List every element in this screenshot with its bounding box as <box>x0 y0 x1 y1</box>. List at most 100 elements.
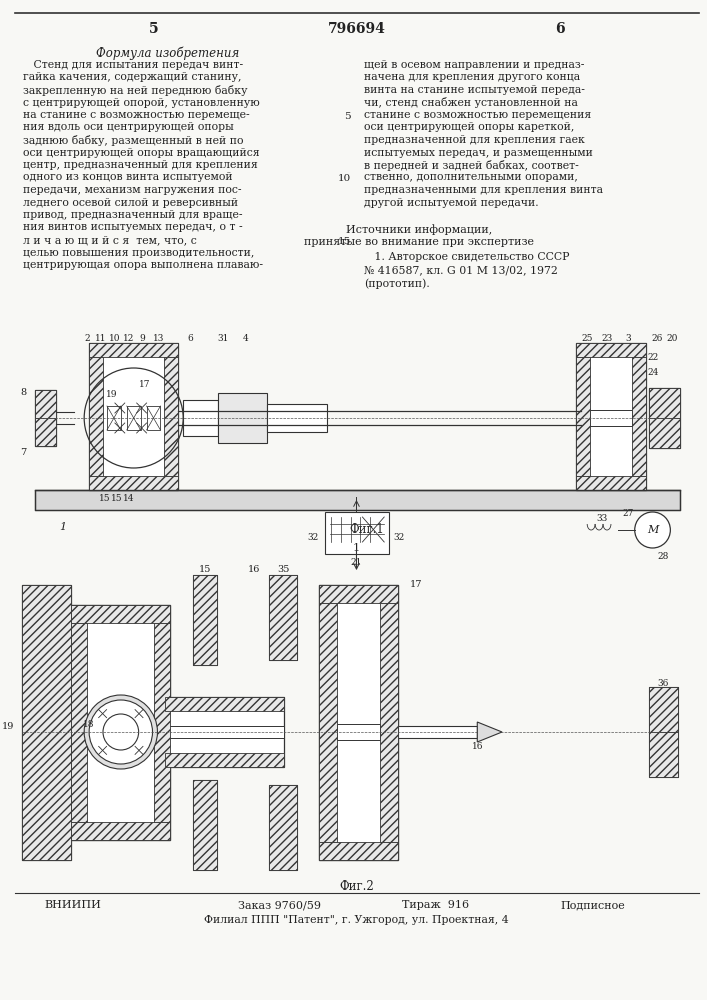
Text: в передней и задней бабках, соответ-: в передней и задней бабках, соответ- <box>364 160 579 171</box>
Bar <box>380 603 398 842</box>
Text: 17: 17 <box>410 580 423 589</box>
Text: центрирующая опора выполнена плаваю-: центрирующая опора выполнена плаваю- <box>23 260 263 270</box>
Bar <box>319 585 398 860</box>
Bar <box>590 410 632 426</box>
Text: 5: 5 <box>344 112 351 121</box>
Bar <box>648 388 680 418</box>
Text: 1: 1 <box>59 522 66 532</box>
Text: предназначенными для крепления винта: предназначенными для крепления винта <box>364 185 603 195</box>
Text: 5: 5 <box>149 22 159 36</box>
Text: 19: 19 <box>1 722 14 731</box>
Text: M: M <box>647 525 658 535</box>
Text: с центрирующей опорой, установленную: с центрирующей опорой, установленную <box>23 98 259 107</box>
Text: на станине с возможностью перемеще-: на станине с возможностью перемеще- <box>23 110 250 120</box>
Text: чи, стенд снабжен установленной на: чи, стенд снабжен установленной на <box>364 98 578 108</box>
Text: центр, предназначенный для крепления: центр, предназначенный для крепления <box>23 160 257 170</box>
Text: Фиг.1: Фиг.1 <box>349 523 384 536</box>
Bar <box>398 726 477 738</box>
Text: (прототип).: (прототип). <box>364 278 430 289</box>
Text: 18: 18 <box>83 720 95 729</box>
Text: оси центрирующей опоры вращающийся: оси центрирующей опоры вращающийся <box>23 147 259 157</box>
Bar <box>89 343 178 357</box>
Text: 16: 16 <box>248 565 261 574</box>
Bar <box>165 726 284 738</box>
Text: 20: 20 <box>667 334 678 343</box>
Text: 796694: 796694 <box>328 22 386 36</box>
Bar <box>71 623 87 822</box>
Text: Стенд для испытания передач винт-: Стенд для испытания передач винт- <box>23 60 243 70</box>
Bar <box>22 585 71 860</box>
Text: 1. Авторское свидетельство СССР: 1. Авторское свидетельство СССР <box>364 252 570 262</box>
Bar <box>576 476 645 490</box>
Text: 2: 2 <box>84 334 90 343</box>
Text: л и ч а ю щ и й с я  тем, что, с: л и ч а ю щ и й с я тем, что, с <box>23 235 197 245</box>
Bar <box>89 357 103 476</box>
Text: гайка качения, содержащий станину,: гайка качения, содержащий станину, <box>23 73 241 83</box>
Text: № 416587, кл. G 01 M 13/02, 1972: № 416587, кл. G 01 M 13/02, 1972 <box>364 265 559 275</box>
Text: 9: 9 <box>140 334 146 343</box>
Text: 7: 7 <box>21 448 27 457</box>
Text: 4: 4 <box>243 334 248 343</box>
Text: ственно, дополнительными опорами,: ственно, дополнительными опорами, <box>364 172 578 182</box>
Text: 6: 6 <box>187 334 193 343</box>
Text: 14: 14 <box>123 494 134 503</box>
Text: Подписное: Подписное <box>560 900 625 910</box>
Bar <box>127 406 141 430</box>
Circle shape <box>84 695 158 769</box>
Text: щей в осевом направлении и предназ-: щей в осевом направлении и предназ- <box>364 60 585 70</box>
Bar <box>35 390 57 446</box>
Text: начена для крепления другого конца: начена для крепления другого конца <box>364 73 580 83</box>
Bar <box>155 623 170 822</box>
Bar <box>71 822 170 840</box>
Text: 15: 15 <box>111 494 122 503</box>
Text: ВНИИПИ: ВНИИПИ <box>45 900 101 910</box>
Bar <box>71 605 170 623</box>
Bar <box>648 732 678 777</box>
Text: 15: 15 <box>337 237 351 246</box>
Text: 3: 3 <box>626 334 631 343</box>
Text: 36: 36 <box>658 679 669 688</box>
Bar <box>183 400 218 436</box>
Text: 8: 8 <box>21 388 27 397</box>
Text: предназначенной для крепления гаек: предназначенной для крепления гаек <box>364 135 585 145</box>
Bar <box>337 724 380 740</box>
Text: станине с возможностью перемещения: станине с возможностью перемещения <box>364 110 592 120</box>
Bar <box>89 343 178 490</box>
Text: 17: 17 <box>139 380 150 389</box>
Bar <box>269 575 297 660</box>
Bar <box>193 575 217 665</box>
Bar <box>267 404 327 432</box>
Text: 27: 27 <box>623 509 634 518</box>
Polygon shape <box>477 722 502 742</box>
Text: 6: 6 <box>555 22 565 36</box>
Text: 10: 10 <box>337 174 351 183</box>
Bar <box>107 406 121 430</box>
Text: 1: 1 <box>353 543 360 553</box>
Text: 33: 33 <box>596 514 607 523</box>
Text: 10: 10 <box>109 334 121 343</box>
Text: 22: 22 <box>648 353 659 362</box>
Bar <box>648 687 678 732</box>
Bar <box>632 357 645 476</box>
Text: 19: 19 <box>106 390 117 399</box>
Text: Филиал ППП "Патент", г. Ужгород, ул. Проектная, 4: Филиал ППП "Патент", г. Ужгород, ул. Про… <box>204 915 509 925</box>
Bar <box>165 753 284 767</box>
Text: другой испытуемой передачи.: другой испытуемой передачи. <box>364 198 539 208</box>
Bar <box>576 357 590 476</box>
Bar <box>269 785 297 870</box>
Text: заднюю бабку, размещенный в ней по: заднюю бабку, размещенный в ней по <box>23 135 243 146</box>
Text: 16: 16 <box>472 742 484 751</box>
Text: 24: 24 <box>648 368 659 377</box>
Text: Фиг.2: Фиг.2 <box>339 880 374 893</box>
Bar <box>193 575 217 665</box>
Bar <box>35 418 57 446</box>
Bar <box>165 357 178 476</box>
Bar <box>648 388 680 448</box>
Bar <box>146 406 160 430</box>
Bar <box>71 605 170 840</box>
Text: леднего осевой силой и реверсивный: леднего осевой силой и реверсивный <box>23 198 238 208</box>
Bar <box>576 343 645 357</box>
Text: 23: 23 <box>601 334 612 343</box>
Text: 26: 26 <box>652 334 663 343</box>
Bar <box>193 780 217 870</box>
